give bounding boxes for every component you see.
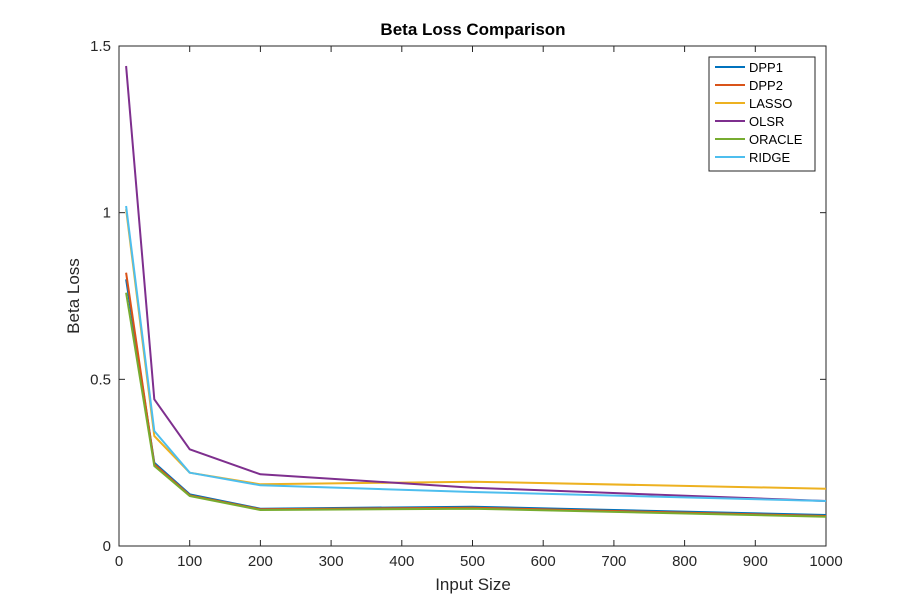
legend: DPP1 DPP2 LASSO OLSR ORACLE RIDGE [708, 56, 816, 172]
x-tick-label: 600 [531, 553, 556, 570]
x-axis: 0 100 200 300 400 500 600 700 800 900 1000 [115, 46, 843, 570]
legend-label: LASSO [749, 96, 792, 111]
legend-box [708, 56, 816, 172]
y-tick-label: 1.5 [90, 38, 111, 55]
y-axis: 0 0.5 1 1.5 [90, 38, 826, 555]
y-tick-label: 1 [103, 205, 111, 222]
x-tick-label: 0 [115, 553, 123, 570]
series-lines [125, 65, 827, 518]
x-tick-label: 400 [389, 553, 414, 570]
x-tick-label: 800 [672, 553, 697, 570]
legend-label: OLSR [749, 114, 784, 129]
legend-label: ORACLE [749, 132, 803, 147]
series-line-olsr [125, 65, 827, 502]
series-line-ridge [125, 205, 827, 502]
x-tick-label: 700 [601, 553, 626, 570]
legend-label: DPP2 [749, 78, 783, 93]
x-axis-label: Input Size [435, 575, 511, 594]
chart-title: Beta Loss Comparison [380, 20, 565, 39]
x-tick-label: 200 [248, 553, 273, 570]
y-tick-label: 0.5 [90, 371, 111, 388]
y-tick-label: 0 [103, 538, 111, 555]
x-tick-label: 1000 [809, 553, 842, 570]
x-tick-label: 100 [177, 553, 202, 570]
x-tick-label: 300 [319, 553, 344, 570]
legend-label: DPP1 [749, 60, 783, 75]
x-tick-label: 900 [743, 553, 768, 570]
legend-label: RIDGE [749, 150, 791, 165]
x-tick-label: 500 [460, 553, 485, 570]
y-axis-label: Beta Loss [64, 258, 83, 334]
series-line-oracle [125, 292, 827, 518]
